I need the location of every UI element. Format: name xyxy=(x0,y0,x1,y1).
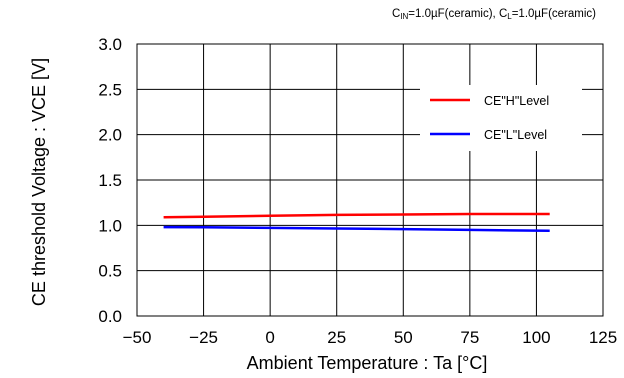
x-tick-label: −50 xyxy=(123,328,152,347)
x-axis-label: Ambient Temperature : Ta [°C] xyxy=(247,353,488,373)
legend-label: CE"L"Level xyxy=(484,128,547,142)
plot-frame xyxy=(136,43,604,317)
series-line-ce-h-level xyxy=(163,212,550,219)
y-tick-label: 0.5 xyxy=(98,262,122,281)
y-tick-label: 2.5 xyxy=(98,80,122,99)
x-tick-label: 100 xyxy=(522,328,550,347)
legend-label: CE"H"Level xyxy=(484,94,549,108)
y-tick-labels: 0.0 0.5 1.0 1.5 2.0 2.5 3.0 xyxy=(98,35,122,326)
conditions-annotation: CIN=1.0µF(ceramic), CL=1.0µF(ceramic) xyxy=(392,8,596,21)
y-tick-label: 0.0 xyxy=(98,307,122,326)
cin-value: =1.0µF(ceramic), xyxy=(408,8,499,20)
y-axis-label: CE threshold Voltage : VCE [V] xyxy=(29,58,49,306)
cl-value: =1.0µF(ceramic) xyxy=(512,8,596,20)
x-tick-label: 125 xyxy=(589,328,617,347)
x-tick-label: 0 xyxy=(265,328,274,347)
y-tick-label: 3.0 xyxy=(98,35,122,54)
y-tick-label: 2.0 xyxy=(98,126,122,145)
y-tick-label: 1.5 xyxy=(98,171,122,190)
cin-subscript: IN xyxy=(400,12,408,21)
x-tick-label: −25 xyxy=(189,328,218,347)
y-tick-label: 1.0 xyxy=(98,216,122,235)
x-tick-labels: −50 −25 0 25 50 75 100 125 xyxy=(123,328,618,347)
cl-subscript: L xyxy=(507,12,512,21)
cin-symbol: C xyxy=(392,8,400,20)
cl-symbol: C xyxy=(499,8,507,20)
x-tick-label: 75 xyxy=(460,328,479,347)
series-lines xyxy=(163,212,550,233)
x-tick-label: 25 xyxy=(327,328,346,347)
series-line-ce-l-level xyxy=(163,225,550,233)
x-tick-label: 50 xyxy=(394,328,413,347)
legend: CE"H"Level CE"L"Level xyxy=(420,85,582,151)
grid xyxy=(137,44,603,316)
legend-box xyxy=(420,85,582,151)
